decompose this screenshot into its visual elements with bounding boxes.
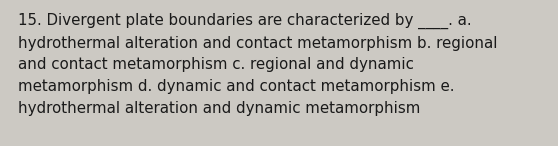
- Text: 15. Divergent plate boundaries are characterized by ____. a.
hydrothermal altera: 15. Divergent plate boundaries are chara…: [18, 13, 498, 116]
